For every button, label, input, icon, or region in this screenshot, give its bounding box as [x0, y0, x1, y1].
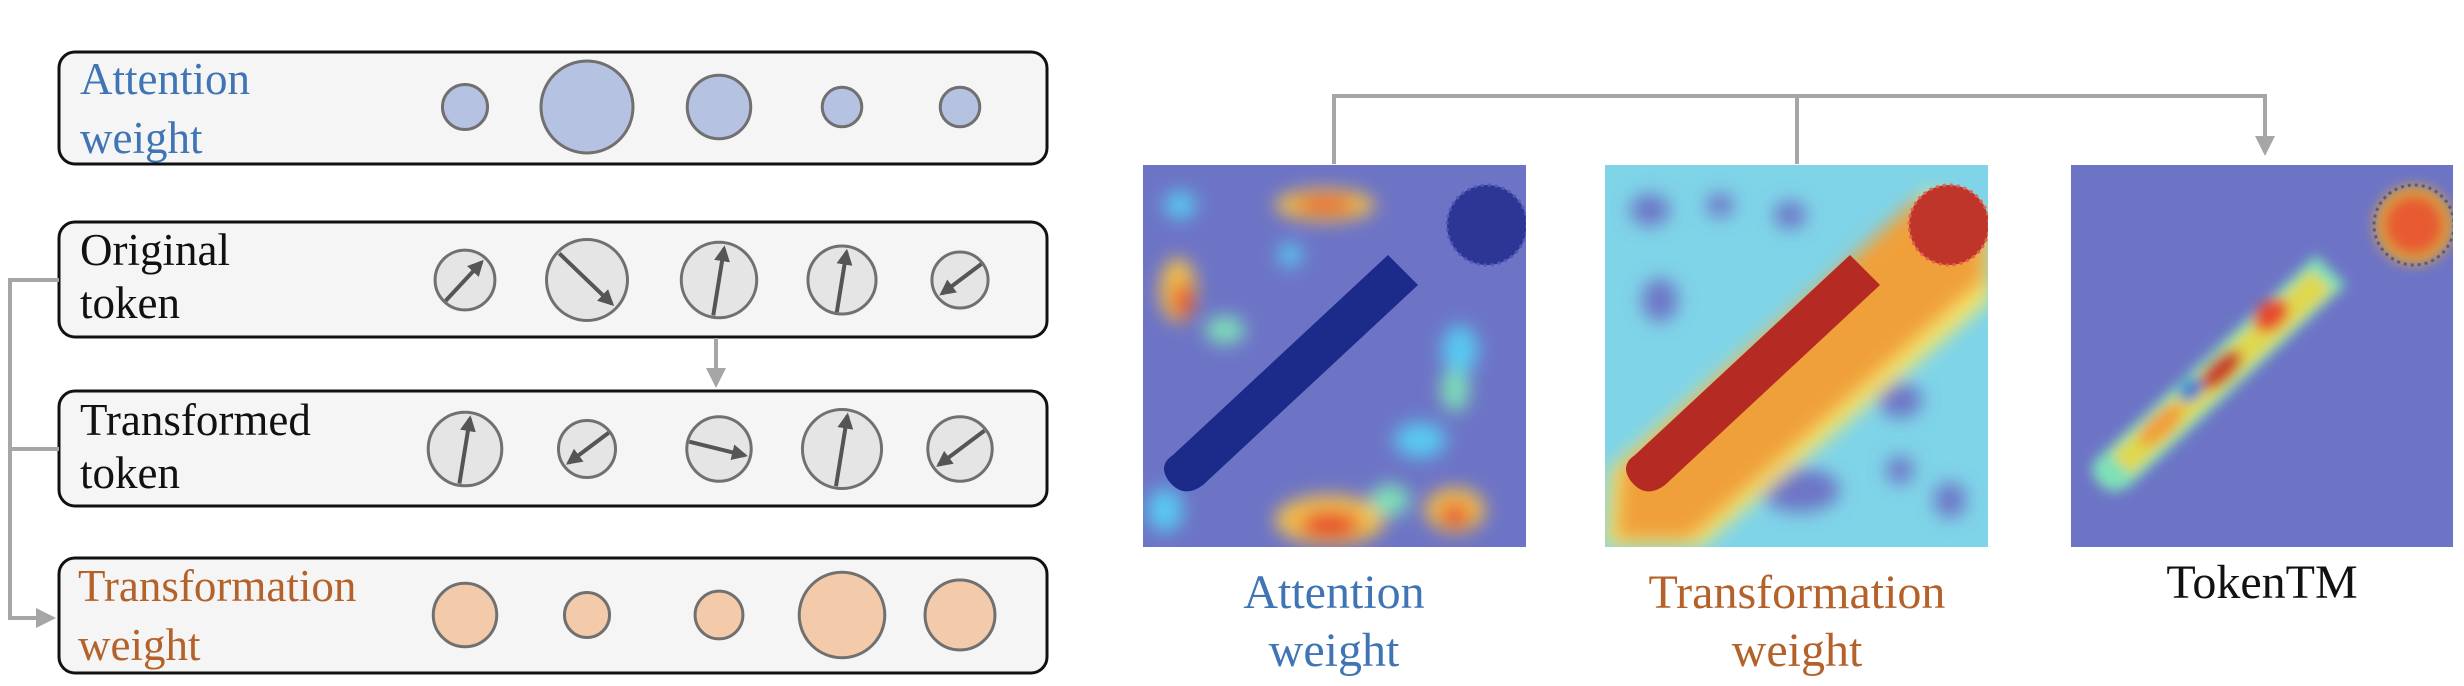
original-vector-arrow-2 — [557, 252, 615, 306]
attention-weight-heatmap — [1143, 165, 1526, 547]
transformed-vector-arrow-5 — [936, 429, 986, 467]
transformation-circle-1 — [431, 581, 499, 649]
attention-map-caption-line2: weight — [1269, 624, 1400, 677]
transformation-circle-4 — [797, 570, 887, 660]
transformation-circle-5 — [923, 578, 997, 652]
transformation-weight-label-line2: weight — [78, 620, 201, 670]
transformation-weight-panel — [57, 556, 1049, 675]
attention-map-caption-line1: Attention — [1243, 566, 1424, 619]
attention-weight-label-line1: Attention — [80, 54, 250, 104]
transformed-token-label-line1: Transformed — [80, 395, 311, 445]
attention-weight-label-line2: weight — [80, 113, 203, 163]
transformation-map-caption-line1: Transformation — [1649, 566, 1946, 619]
transformed-token-circles — [426, 407, 994, 491]
attention-weight-circles — [440, 59, 982, 155]
attention-circle-2 — [539, 59, 635, 155]
original-token-label-line1: Original — [80, 225, 230, 275]
transformation-circle-3 — [693, 589, 745, 641]
original-vector-arrow-1 — [444, 259, 484, 303]
transformation-weight-label-line1: Transformation — [78, 561, 356, 611]
attention-circle-5 — [938, 85, 982, 129]
original-vector-arrow-3 — [711, 245, 730, 316]
tokentm-heatmap — [2071, 165, 2453, 547]
tokentm-caption: TokenTM — [2166, 556, 2357, 609]
original-vector-arrow-4 — [834, 248, 853, 313]
transformed-vector-arrow-4 — [834, 412, 854, 487]
transformed-token-label-line2: token — [80, 448, 180, 498]
transformation-circle-2 — [562, 590, 612, 640]
attention-circle-3 — [685, 73, 753, 141]
original-token-label-line2: token — [80, 278, 180, 328]
transformed-vector-arrow-3 — [688, 439, 748, 461]
attention-circle-1 — [440, 82, 490, 132]
attention-circle-4 — [820, 85, 864, 129]
transformation-weight-heatmap — [1605, 165, 1988, 547]
top-bracket-connector — [1332, 94, 2275, 164]
transformed-vector-arrow-2 — [565, 431, 610, 465]
transformation-map-caption-line2: weight — [1732, 624, 1863, 677]
transformed-vector-arrow-1 — [457, 415, 476, 484]
transformation-weight-circles — [431, 570, 997, 660]
original-vector-arrow-5 — [939, 262, 983, 296]
original-token-circles — [433, 238, 990, 322]
